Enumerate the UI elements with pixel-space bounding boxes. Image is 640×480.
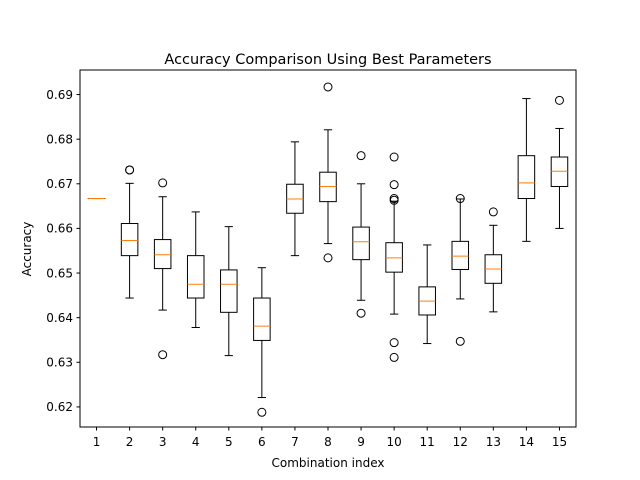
box-combination-14 bbox=[517, 98, 536, 242]
box-combination-8 bbox=[319, 82, 337, 263]
y-tick-label: 0.63 bbox=[46, 356, 73, 370]
x-tick-label: 6 bbox=[258, 435, 266, 449]
x-tick-label: 7 bbox=[291, 435, 299, 449]
outlier-point bbox=[389, 195, 399, 205]
x-tick-label: 11 bbox=[420, 435, 435, 449]
box-combination-4 bbox=[186, 211, 205, 328]
box-combination-15 bbox=[550, 95, 569, 229]
y-tick-label: 0.66 bbox=[46, 222, 73, 236]
box-combination-11 bbox=[418, 244, 436, 345]
y-tick-label: 0.62 bbox=[46, 400, 73, 414]
outlier-point bbox=[125, 165, 135, 175]
outlier-point bbox=[257, 407, 267, 417]
iqr-box bbox=[153, 239, 172, 270]
outlier-point bbox=[323, 82, 333, 92]
iqr-box bbox=[451, 240, 470, 270]
y-axis-label: Accuracy bbox=[20, 222, 34, 277]
outlier-point bbox=[389, 152, 399, 162]
outlier-point bbox=[158, 178, 168, 188]
x-tick-label: 5 bbox=[225, 435, 233, 449]
x-tick-label: 15 bbox=[552, 435, 567, 449]
x-tick-label: 1 bbox=[93, 435, 101, 449]
outlier-point bbox=[389, 338, 399, 348]
outlier-point bbox=[356, 308, 366, 318]
y-tick-label: 0.65 bbox=[46, 266, 73, 280]
chart-title: Accuracy Comparison Using Best Parameter… bbox=[164, 52, 491, 68]
outlier-point bbox=[389, 180, 399, 190]
y-tick-label: 0.69 bbox=[46, 88, 73, 102]
x-axis-label: Combination index bbox=[272, 456, 385, 470]
box-series bbox=[87, 82, 569, 417]
box-combination-6 bbox=[253, 267, 271, 417]
outlier-point bbox=[554, 95, 564, 105]
box-combination-9 bbox=[352, 151, 370, 318]
x-tick-label: 9 bbox=[357, 435, 365, 449]
outlier-point bbox=[455, 194, 465, 204]
x-tick-label: 3 bbox=[159, 435, 167, 449]
y-tick-label: 0.64 bbox=[46, 311, 73, 325]
iqr-box bbox=[186, 255, 205, 299]
box-combination-2 bbox=[120, 165, 139, 299]
outlier-point bbox=[488, 207, 498, 217]
box-combination-7 bbox=[286, 141, 304, 257]
iqr-box bbox=[517, 155, 536, 200]
outlier-point bbox=[356, 151, 366, 161]
x-tick-label: 14 bbox=[519, 435, 534, 449]
iqr-box bbox=[220, 269, 238, 313]
x-tick-label: 10 bbox=[386, 435, 401, 449]
y-tick-label: 0.68 bbox=[46, 132, 73, 146]
outlier-point bbox=[158, 350, 168, 360]
iqr-box bbox=[352, 226, 370, 261]
x-tick-label: 12 bbox=[453, 435, 468, 449]
outlier-point bbox=[455, 336, 465, 346]
x-tick-label: 13 bbox=[486, 435, 501, 449]
outlier-point bbox=[389, 352, 399, 362]
box-combination-12 bbox=[451, 194, 470, 346]
x-tick-label: 4 bbox=[192, 435, 200, 449]
box-combination-3 bbox=[153, 178, 172, 360]
outlier-point bbox=[323, 253, 333, 263]
box-combination-13 bbox=[484, 207, 503, 313]
iqr-box bbox=[253, 297, 271, 341]
box-combination-5 bbox=[220, 226, 238, 357]
x-axis: 1 2 3 4 5 6 7 8 9 10 11 12 13 14 15 bbox=[93, 427, 567, 449]
x-tick-label: 8 bbox=[324, 435, 332, 449]
y-tick-label: 0.67 bbox=[46, 177, 73, 191]
x-tick-label: 2 bbox=[126, 435, 134, 449]
iqr-box bbox=[120, 223, 139, 257]
y-axis: 0.62 0.63 0.64 0.65 0.66 0.67 0.68 0.69 bbox=[46, 88, 80, 414]
box-combination-10 bbox=[385, 152, 403, 362]
